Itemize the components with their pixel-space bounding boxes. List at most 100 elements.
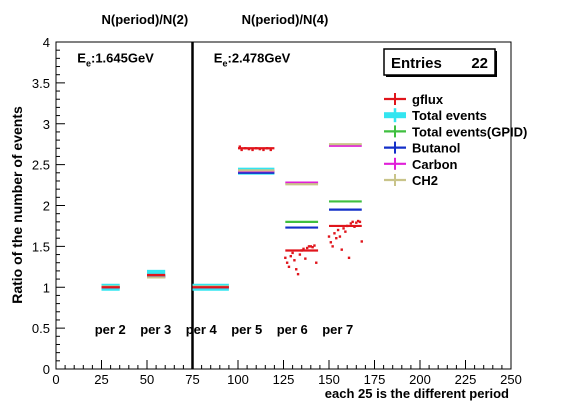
stats-box-shadow	[386, 75, 497, 77]
y-tick-label: 1	[43, 280, 50, 295]
data-point	[304, 257, 307, 260]
data-point	[349, 222, 353, 225]
stats-label: Entries	[391, 55, 442, 72]
stats-box: Entries 22	[383, 48, 497, 77]
energy-label: Ee:2.478GeV	[214, 50, 291, 68]
data-point	[265, 147, 269, 150]
data-point	[293, 259, 296, 262]
period-label: per 7	[322, 322, 353, 337]
period-label: per 6	[277, 322, 308, 337]
data-point	[295, 268, 298, 271]
y-tick-label: 0.5	[32, 321, 50, 336]
energy-label-value: :1.645GeV	[91, 50, 154, 65]
data-point	[353, 225, 356, 228]
data-point	[244, 147, 247, 150]
header-label: N(period)/N(2)	[102, 12, 189, 27]
data-point	[296, 272, 300, 276]
data-point	[251, 148, 254, 152]
stats-value: 22	[471, 55, 488, 72]
data-point	[307, 245, 311, 248]
y-tick-label: 3.5	[32, 76, 50, 91]
legend-label: Butanol	[412, 141, 460, 156]
data-point	[356, 219, 360, 223]
data-point	[360, 240, 363, 243]
data-point	[240, 148, 243, 152]
data-point	[358, 220, 362, 224]
data-point	[238, 145, 242, 148]
data-point	[309, 245, 312, 248]
data-point	[347, 256, 351, 260]
legend-label: Total events	[412, 108, 487, 123]
period-label: per 4	[186, 322, 218, 337]
x-tick-label: 200	[409, 372, 431, 387]
energy-label-subscript: e	[86, 58, 91, 68]
data-point	[258, 147, 262, 151]
energy-label-symbol: E	[77, 50, 86, 65]
data-point	[335, 237, 338, 240]
x-tick-label: 100	[227, 372, 249, 387]
data-point	[355, 221, 358, 224]
legend-label: gflux	[412, 92, 444, 107]
x-tick-label: 250	[500, 372, 522, 387]
data-point	[287, 265, 291, 269]
data-point	[346, 224, 349, 228]
period-label: per 2	[95, 322, 126, 337]
data-point	[344, 230, 347, 233]
data-point	[302, 247, 305, 251]
y-tick-label: 1.5	[32, 239, 50, 254]
legend-label: Carbon	[412, 157, 458, 172]
data-point	[329, 241, 333, 244]
axes: 0 25 50 75 100 125 150 175 200 225 250 0 0.5 1 1.5 2 2.5…	[32, 35, 522, 387]
y-tick-label: 0	[43, 362, 50, 377]
x-tick-label: 75	[185, 372, 199, 387]
x-tick-label: 125	[273, 372, 295, 387]
period-label: per 3	[140, 322, 171, 337]
energy-label-subscript: e	[222, 58, 227, 68]
data-point	[285, 261, 289, 264]
period-label: per 5	[231, 322, 262, 337]
stats-box-frame	[383, 48, 496, 76]
x-tick-label: 25	[94, 372, 108, 387]
data-point	[255, 147, 258, 150]
x-tick-label: 50	[140, 372, 154, 387]
series-gflux	[101, 145, 363, 289]
legend-label: CH2	[412, 173, 438, 188]
data-point	[289, 254, 292, 258]
y-axis-title: Ratio of the number of events	[9, 106, 25, 304]
data-point	[342, 227, 345, 230]
data-point	[300, 249, 303, 252]
y-tick-label: 2	[43, 199, 50, 214]
data-point	[247, 147, 251, 151]
x-tick-label: 175	[364, 372, 386, 387]
header-label: N(period)/N(4)	[242, 12, 329, 27]
data-point	[298, 253, 302, 256]
y-tick-label: 3	[43, 117, 50, 132]
data-point	[311, 245, 314, 249]
stats-box-shadow-side	[495, 51, 497, 77]
energy-label-value: :2.478GeV	[227, 50, 290, 65]
x-tick-label: 0	[52, 372, 59, 387]
data-point	[284, 256, 287, 260]
data-point	[351, 220, 354, 224]
header-labels: N(period)/N(2) N(period)/N(4)	[102, 12, 329, 27]
data-point	[291, 251, 294, 255]
data-series	[101, 143, 363, 291]
data-point	[313, 244, 316, 247]
data-point	[327, 235, 331, 238]
data-point	[315, 261, 318, 264]
data-point	[333, 232, 336, 235]
data-point	[269, 148, 272, 152]
legend-label: Total events(GPID)	[412, 124, 527, 139]
data-point	[331, 245, 334, 248]
x-axis-title: each 25 is the different period	[325, 386, 509, 401]
y-tick-label: 4	[43, 35, 50, 50]
x-tick-label: 150	[318, 372, 340, 387]
energy-label: Ee:1.645GeV	[77, 50, 154, 68]
data-point	[340, 248, 343, 251]
y-tick-label: 2.5	[32, 158, 50, 173]
data-point	[262, 148, 265, 152]
